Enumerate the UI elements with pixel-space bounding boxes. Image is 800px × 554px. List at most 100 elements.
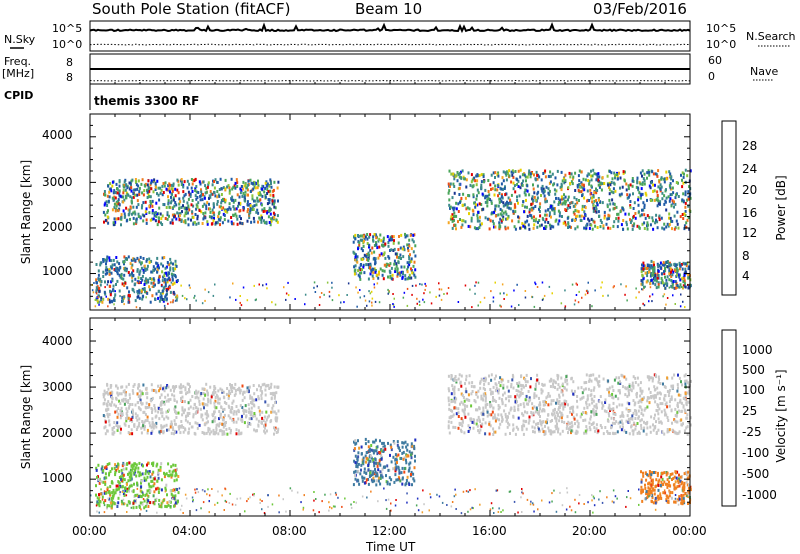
echo-cell	[195, 395, 198, 399]
echo-cell	[558, 399, 561, 403]
echo-cell	[111, 467, 113, 471]
echo-cell	[245, 409, 248, 413]
echo-cell	[684, 379, 687, 383]
echo-cell	[473, 201, 476, 205]
echo-cell	[99, 261, 102, 265]
echo-cell	[557, 203, 560, 206]
echo-cell	[249, 210, 252, 214]
echo-cell	[514, 190, 517, 194]
echo-cell	[386, 464, 389, 468]
ground-scatter-cell	[586, 292, 589, 295]
echo-cell	[554, 407, 556, 411]
echo-cell	[144, 267, 147, 271]
echo-cell	[558, 211, 561, 215]
echo-cell	[185, 206, 188, 210]
echo-cell	[383, 269, 386, 273]
echo-cell	[570, 172, 573, 176]
echo-cell	[257, 397, 260, 401]
echo-cell	[413, 260, 416, 264]
echo-cell	[643, 227, 646, 230]
echo-cell	[657, 269, 660, 273]
echo-cell	[567, 420, 570, 424]
ground-scatter-cell	[648, 300, 650, 303]
echo-cell	[542, 187, 545, 191]
ground-scatter-cell	[100, 299, 102, 302]
echo-cell	[127, 399, 130, 402]
echo-cell	[676, 383, 679, 387]
echo-cell	[654, 273, 657, 277]
echo-cell	[150, 485, 153, 489]
echo-cell	[96, 502, 99, 506]
echo-cell	[98, 504, 101, 508]
echo-cell	[126, 462, 129, 466]
ground-scatter-cell	[364, 299, 367, 302]
echo-cell	[206, 403, 209, 407]
echo-cell	[393, 259, 396, 263]
echo-cell	[593, 172, 596, 176]
echo-cell	[533, 173, 535, 177]
echo-cell	[178, 385, 181, 389]
echo-cell	[396, 267, 399, 271]
echo-cell	[273, 432, 275, 436]
echo-cell	[251, 194, 254, 198]
echo-cell	[554, 416, 556, 420]
echo-cell	[152, 265, 155, 269]
echo-cell	[163, 272, 166, 275]
echo-cell	[513, 405, 516, 409]
echo-cell	[666, 390, 669, 393]
echo-cell	[512, 187, 515, 191]
echo-cell	[154, 181, 157, 185]
echo-cell	[105, 409, 108, 412]
echo-cell	[609, 183, 612, 187]
echo-cell	[490, 390, 493, 394]
echo-cell	[222, 425, 225, 429]
echo-cell	[670, 175, 673, 179]
echo-cell	[448, 389, 451, 393]
echo-cell	[596, 174, 599, 178]
echo-cell	[607, 379, 610, 383]
echo-cell	[689, 196, 692, 200]
echo-cell	[155, 464, 158, 468]
echo-cell	[140, 426, 143, 430]
echo-cell	[128, 404, 131, 408]
echo-cell	[495, 374, 497, 378]
echo-cell	[173, 407, 176, 411]
echo-cell	[493, 225, 495, 229]
ground-scatter-cell	[587, 281, 589, 284]
echo-cell	[268, 414, 270, 418]
echo-cell	[567, 221, 570, 225]
echo-cell	[539, 407, 542, 411]
echo-cell	[574, 227, 577, 231]
echo-cell	[212, 179, 214, 183]
echo-cell	[166, 493, 168, 497]
ground-scatter-cell	[340, 301, 342, 304]
echo-cell	[106, 463, 109, 466]
echo-cell	[627, 184, 630, 188]
echo-cell	[566, 382, 569, 386]
echo-cell	[564, 221, 567, 225]
echo-cell	[181, 210, 183, 214]
echo-cell	[231, 401, 234, 405]
echo-cell	[200, 190, 203, 194]
echo-cell	[134, 299, 137, 303]
echo-cell	[150, 281, 153, 285]
echo-cell	[111, 480, 113, 484]
echo-cell	[116, 505, 119, 508]
echo-cell	[136, 193, 139, 197]
echo-cell	[582, 395, 585, 399]
echo-cell	[646, 221, 649, 225]
echo-cell	[517, 407, 520, 411]
echo-cell	[144, 290, 146, 294]
echo-cell	[147, 280, 150, 284]
echo-cell	[462, 402, 465, 406]
echo-cell	[260, 214, 263, 218]
ground-scatter-cell	[573, 303, 576, 306]
echo-cell	[97, 477, 100, 481]
echo-cell	[117, 393, 120, 397]
echo-cell	[189, 398, 192, 402]
echo-cell	[132, 274, 135, 277]
echo-cell	[365, 255, 368, 259]
echo-cell	[227, 414, 230, 418]
echo-cell	[560, 188, 563, 192]
echo-cell	[447, 191, 450, 195]
